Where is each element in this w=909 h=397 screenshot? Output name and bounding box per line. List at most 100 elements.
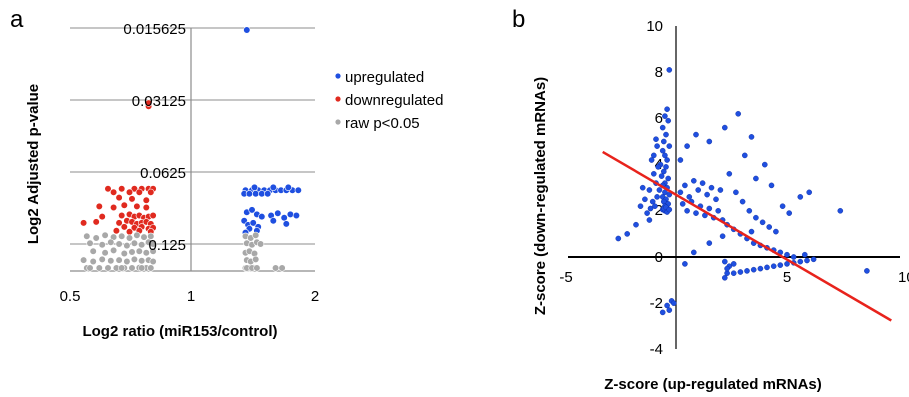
y-tick-label: 10 (646, 18, 663, 35)
data-point (104, 185, 112, 193)
data-point (294, 186, 302, 194)
data-point (693, 210, 699, 216)
data-point (666, 206, 673, 213)
data-point (653, 136, 659, 142)
data-point (282, 220, 290, 228)
legend-label: raw p<0.05 (345, 115, 420, 132)
data-point (115, 256, 123, 264)
data-point (730, 261, 737, 267)
panel-a-points (79, 26, 302, 272)
data-point (715, 207, 722, 214)
data-point (644, 210, 650, 216)
data-point (722, 258, 728, 265)
data-point (753, 214, 759, 221)
data-point (115, 194, 123, 202)
data-point (691, 249, 697, 256)
data-point (664, 106, 670, 112)
data-point (659, 124, 666, 131)
legend: upregulated downregulated raw p<0.05 (335, 69, 443, 132)
data-point (125, 234, 134, 242)
data-point (125, 228, 134, 236)
data-point (118, 185, 126, 193)
data-point (107, 238, 115, 246)
data-point (95, 264, 103, 272)
data-point (864, 268, 870, 274)
data-point (682, 261, 688, 267)
data-point (748, 228, 755, 235)
data-point (804, 257, 810, 264)
data-point (83, 232, 91, 240)
x-tick-label: 2 (311, 288, 319, 305)
y-tick-label: 8 (655, 64, 663, 81)
data-point (274, 209, 282, 217)
data-point (615, 235, 622, 242)
data-point (655, 164, 662, 170)
data-point (118, 211, 126, 220)
data-point (722, 274, 728, 281)
data-point (142, 196, 150, 204)
data-point (89, 257, 97, 266)
data-point (272, 264, 280, 272)
data-point (733, 189, 739, 196)
y-tick-label: 0.125 (148, 237, 186, 254)
data-point (666, 307, 673, 313)
data-point (797, 258, 804, 265)
legend-marker-downregulated (335, 96, 341, 102)
data-point (648, 157, 655, 163)
data-point (786, 210, 793, 216)
data-point (149, 240, 157, 248)
data-point (661, 138, 667, 145)
data-point (98, 241, 106, 249)
data-point (654, 194, 660, 200)
data-point (639, 184, 646, 191)
data-point (286, 210, 295, 218)
data-point (719, 233, 726, 239)
data-point (663, 131, 669, 138)
data-point (92, 218, 100, 226)
y-tick-label: 6 (655, 110, 663, 127)
data-point (125, 188, 134, 196)
data-point (665, 175, 672, 182)
data-point (777, 262, 784, 268)
y-tick-label: 0.015625 (123, 21, 186, 38)
data-point (258, 213, 266, 221)
data-point (147, 264, 155, 272)
data-point (147, 188, 155, 196)
data-point (726, 170, 733, 177)
y-tick-label: -4 (650, 341, 663, 358)
data-point (666, 143, 673, 149)
data-point (677, 189, 684, 196)
panel-a: a 0.015625 0.03125 0.0625 0.125 0.5 1 2 … (10, 6, 443, 340)
data-point (637, 203, 644, 209)
data-point (764, 264, 770, 271)
data-point (86, 264, 94, 272)
data-point (662, 113, 668, 119)
data-point (98, 255, 106, 264)
data-point (682, 182, 688, 189)
data-point (633, 221, 639, 228)
data-point (109, 246, 118, 254)
data-point (642, 196, 648, 203)
data-point (706, 138, 713, 145)
data-point (695, 187, 702, 193)
data-point (101, 249, 109, 257)
data-point (649, 198, 656, 205)
data-point (79, 219, 88, 227)
data-point (250, 249, 259, 258)
data-point (724, 265, 730, 272)
data-point (128, 195, 136, 203)
data-point (661, 168, 667, 175)
y-tick-label: 0.0625 (140, 165, 186, 182)
data-point (810, 256, 817, 263)
data-point (708, 184, 715, 191)
data-point (252, 190, 260, 198)
data-point (253, 264, 261, 272)
data-point (646, 217, 653, 223)
data-point (140, 233, 148, 241)
data-point (671, 300, 677, 307)
data-point (149, 247, 157, 255)
data-point (693, 131, 699, 138)
data-point (252, 255, 260, 264)
